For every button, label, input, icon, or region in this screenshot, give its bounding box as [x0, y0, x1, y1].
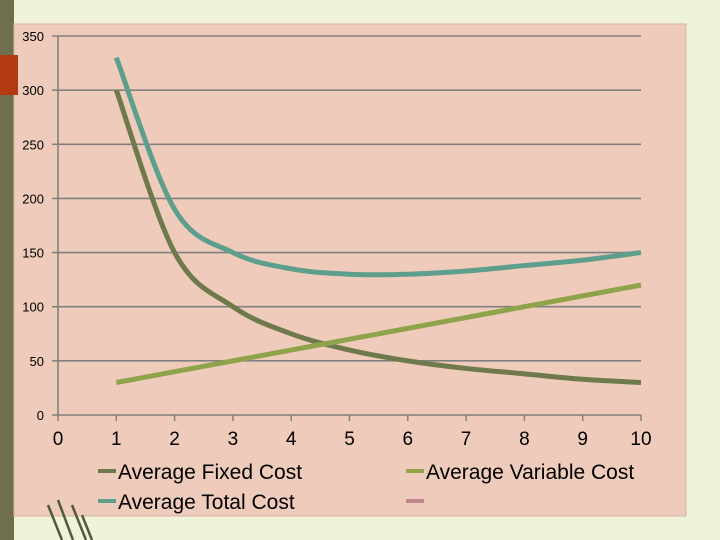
legend-label-average-variable-cost: Average Variable Cost [426, 461, 634, 484]
series-lines [113, 56, 642, 386]
gridlines [58, 35, 641, 362]
x-tick-label: 0 [53, 429, 64, 450]
left-side-bar [0, 0, 14, 540]
axes [52, 35, 642, 421]
y-tick-label: 0 [37, 408, 44, 423]
x-tick-label: 3 [228, 429, 239, 450]
x-tick-label: 7 [461, 429, 472, 450]
x-tick-label: 8 [519, 429, 530, 450]
y-tick-label: 50 [30, 354, 44, 369]
x-tick-labels: 0 1 2 3 4 5 6 7 8 9 10 [53, 429, 652, 450]
y-tick-label: 200 [22, 191, 44, 206]
series-line-average-variable-cost [115, 282, 642, 385]
legend-label-average-total-cost: Average Total Cost [118, 491, 295, 514]
x-tick-label: 9 [577, 429, 588, 450]
y-tick-label: 150 [22, 246, 44, 261]
y-tick-label: 300 [22, 83, 44, 98]
x-tick-label: 10 [630, 429, 651, 450]
x-tick-label: 4 [286, 429, 297, 450]
x-tick-label: 2 [169, 429, 180, 450]
series-line-average-fixed-cost [113, 89, 642, 386]
y-tick-label: 250 [22, 137, 44, 152]
legend-label-average-fixed-cost: Average Fixed Cost [118, 461, 302, 484]
x-tick-label: 1 [111, 429, 122, 450]
x-tick-label: 5 [344, 429, 355, 450]
accent-red-marker [0, 55, 18, 95]
decorative-lines [46, 499, 94, 540]
y-tick-labels: 0 50 100 150 200 250 300 350 [22, 29, 44, 423]
x-tick-label: 6 [403, 429, 414, 450]
legend: Average Fixed Cost Average Variable Cost A… [98, 461, 634, 514]
plot-background [13, 23, 687, 517]
y-tick-label: 350 [22, 29, 44, 44]
series-line-average-total-cost [113, 56, 642, 278]
y-tick-label: 100 [22, 300, 44, 315]
